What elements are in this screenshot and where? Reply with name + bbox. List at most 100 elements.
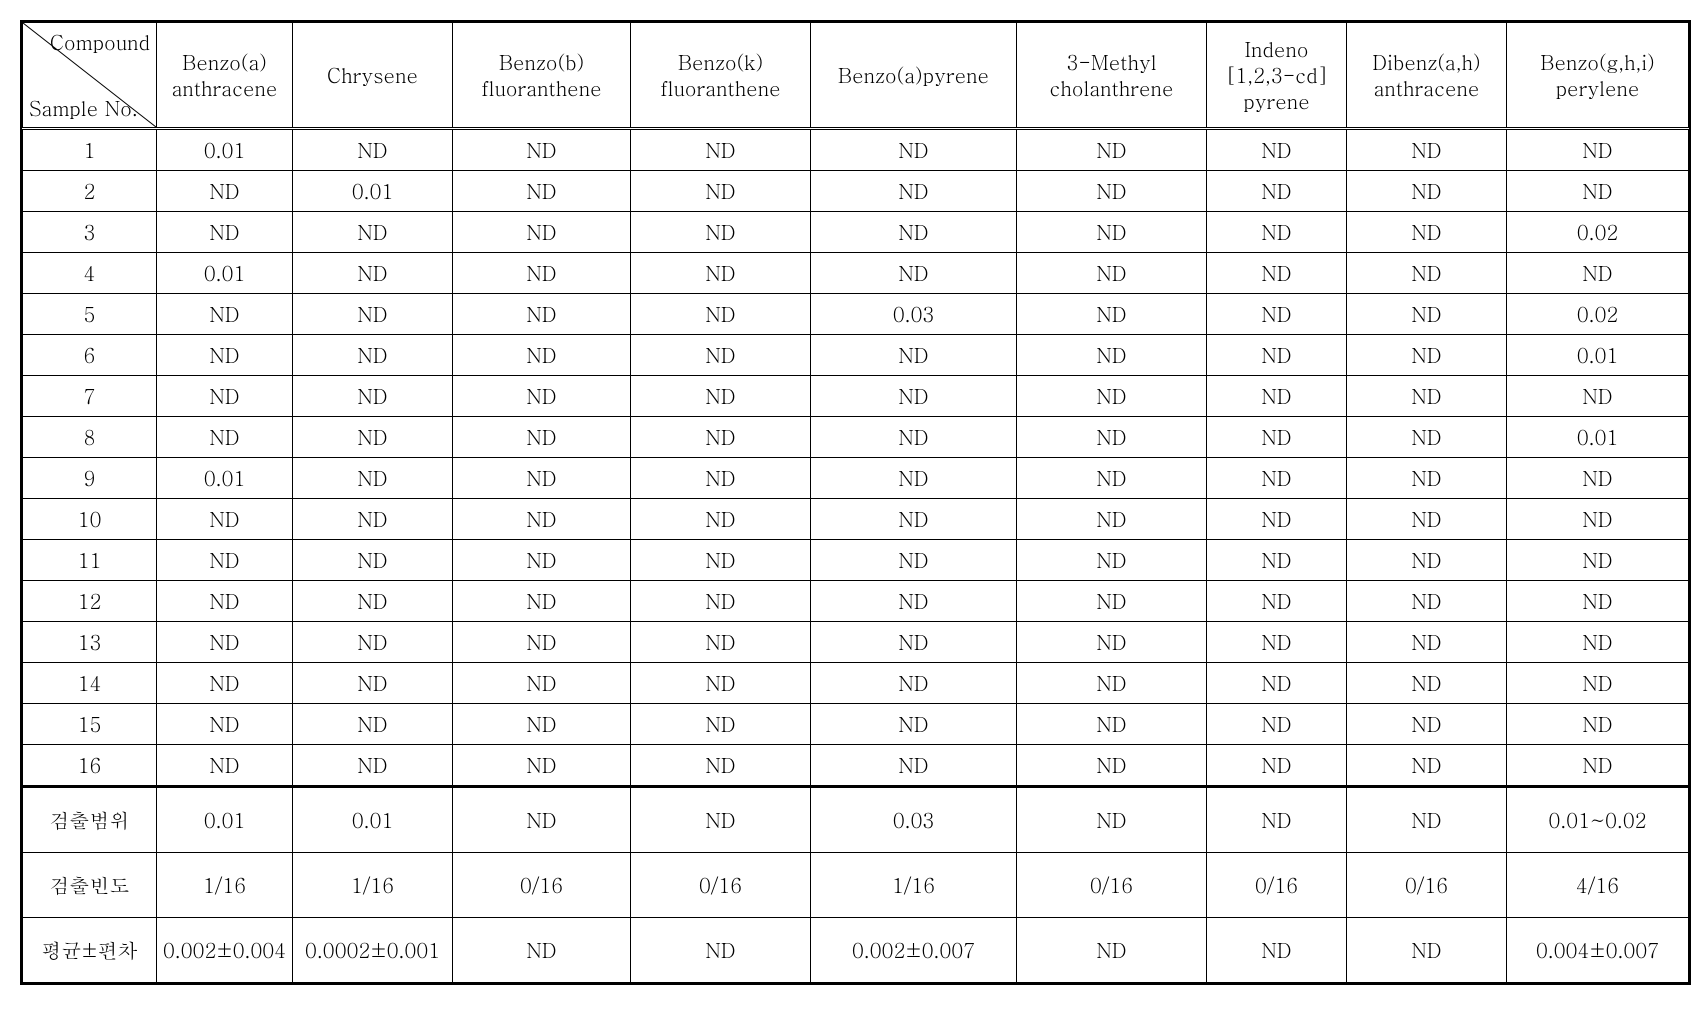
value-cell: ND <box>1207 663 1347 704</box>
value-cell: ND <box>1207 499 1347 540</box>
value-cell: ND <box>293 622 453 663</box>
value-cell: ND <box>1207 212 1347 253</box>
value-cell: ND <box>811 745 1017 787</box>
value-cell: ND <box>157 663 293 704</box>
summary-value-cell: ND <box>453 787 631 853</box>
summary-value-cell: ND <box>631 918 811 983</box>
value-cell: ND <box>631 540 811 581</box>
value-cell: ND <box>1507 663 1689 704</box>
value-cell: ND <box>811 376 1017 417</box>
value-cell: ND <box>1207 253 1347 294</box>
sample-no-cell: 10 <box>23 499 157 540</box>
table-header-row: Compound Sample No. Benzo(a)anthraceneCh… <box>23 23 1689 129</box>
pah-results-table: Compound Sample No. Benzo(a)anthraceneCh… <box>22 22 1689 983</box>
value-cell: 0.01 <box>157 129 293 171</box>
value-cell: 0.02 <box>1507 212 1689 253</box>
value-cell: ND <box>1207 458 1347 499</box>
column-header: Dibenz(a,h)anthracene <box>1347 23 1507 129</box>
value-cell: ND <box>1347 253 1507 294</box>
value-cell: ND <box>1347 376 1507 417</box>
value-cell: ND <box>1507 376 1689 417</box>
value-cell: ND <box>157 171 293 212</box>
value-cell: ND <box>157 540 293 581</box>
value-cell: ND <box>453 540 631 581</box>
table-row: 11NDNDNDNDNDNDNDNDND <box>23 540 1689 581</box>
value-cell: ND <box>293 253 453 294</box>
value-cell: ND <box>631 417 811 458</box>
sample-no-cell: 11 <box>23 540 157 581</box>
value-cell: ND <box>1017 294 1207 335</box>
header-diag-bottom: Sample No. <box>29 95 138 121</box>
value-cell: ND <box>1207 581 1347 622</box>
value-cell: ND <box>293 458 453 499</box>
value-cell: ND <box>811 129 1017 171</box>
sample-no-cell: 5 <box>23 294 157 335</box>
value-cell: ND <box>1507 622 1689 663</box>
value-cell: ND <box>1347 294 1507 335</box>
value-cell: ND <box>1507 581 1689 622</box>
value-cell: ND <box>631 622 811 663</box>
value-cell: ND <box>293 212 453 253</box>
value-cell: ND <box>157 417 293 458</box>
summary-value-cell: 0.03 <box>811 787 1017 853</box>
value-cell: ND <box>631 458 811 499</box>
value-cell: ND <box>811 335 1017 376</box>
value-cell: ND <box>453 129 631 171</box>
value-cell: ND <box>453 335 631 376</box>
table-row: 2ND0.01NDNDNDNDNDNDND <box>23 171 1689 212</box>
value-cell: ND <box>631 745 811 787</box>
column-header: Indeno[1,2,3-cd]pyrene <box>1207 23 1347 129</box>
value-cell: ND <box>1507 253 1689 294</box>
sample-no-cell: 14 <box>23 663 157 704</box>
summary-value-cell: 0.002±0.004 <box>157 918 293 983</box>
value-cell: ND <box>1347 540 1507 581</box>
column-header: Benzo(g,h,i)perylene <box>1507 23 1689 129</box>
value-cell: ND <box>293 417 453 458</box>
value-cell: ND <box>293 540 453 581</box>
value-cell: ND <box>1507 129 1689 171</box>
summary-value-cell: ND <box>453 918 631 983</box>
value-cell: ND <box>1017 458 1207 499</box>
value-cell: ND <box>631 499 811 540</box>
summary-value-cell: 0.004±0.007 <box>1507 918 1689 983</box>
summary-label-cell: 검출빈도 <box>23 853 157 918</box>
value-cell: ND <box>811 581 1017 622</box>
value-cell: ND <box>1207 335 1347 376</box>
summary-row: 검출범위0.010.01NDND0.03NDNDND0.01~0.02 <box>23 787 1689 853</box>
value-cell: ND <box>811 540 1017 581</box>
value-cell: ND <box>631 253 811 294</box>
value-cell: ND <box>631 663 811 704</box>
value-cell: ND <box>453 704 631 745</box>
value-cell: ND <box>631 129 811 171</box>
summary-value-cell: ND <box>631 787 811 853</box>
column-header: 3-Methylcholanthrene <box>1017 23 1207 129</box>
value-cell: ND <box>1017 745 1207 787</box>
value-cell: ND <box>811 499 1017 540</box>
value-cell: ND <box>157 376 293 417</box>
summary-value-cell: 0.01~0.02 <box>1507 787 1689 853</box>
value-cell: ND <box>157 212 293 253</box>
value-cell: ND <box>157 294 293 335</box>
value-cell: ND <box>1507 540 1689 581</box>
value-cell: ND <box>293 499 453 540</box>
value-cell: ND <box>157 704 293 745</box>
value-cell: ND <box>631 171 811 212</box>
sample-no-cell: 2 <box>23 171 157 212</box>
sample-no-cell: 3 <box>23 212 157 253</box>
table-row: 10.01NDNDNDNDNDNDNDND <box>23 129 1689 171</box>
column-header: Benzo(k)fluoranthene <box>631 23 811 129</box>
sample-no-cell: 7 <box>23 376 157 417</box>
value-cell: ND <box>1347 622 1507 663</box>
value-cell: ND <box>157 622 293 663</box>
value-cell: ND <box>453 745 631 787</box>
value-cell: ND <box>453 663 631 704</box>
column-header: Chrysene <box>293 23 453 129</box>
summary-value-cell: 0.0002±0.001 <box>293 918 453 983</box>
value-cell: ND <box>811 212 1017 253</box>
summary-value-cell: 0.01 <box>293 787 453 853</box>
value-cell: ND <box>453 294 631 335</box>
value-cell: ND <box>293 294 453 335</box>
summary-value-cell: 4/16 <box>1507 853 1689 918</box>
summary-label-cell: 평균±편차 <box>23 918 157 983</box>
value-cell: ND <box>1507 458 1689 499</box>
